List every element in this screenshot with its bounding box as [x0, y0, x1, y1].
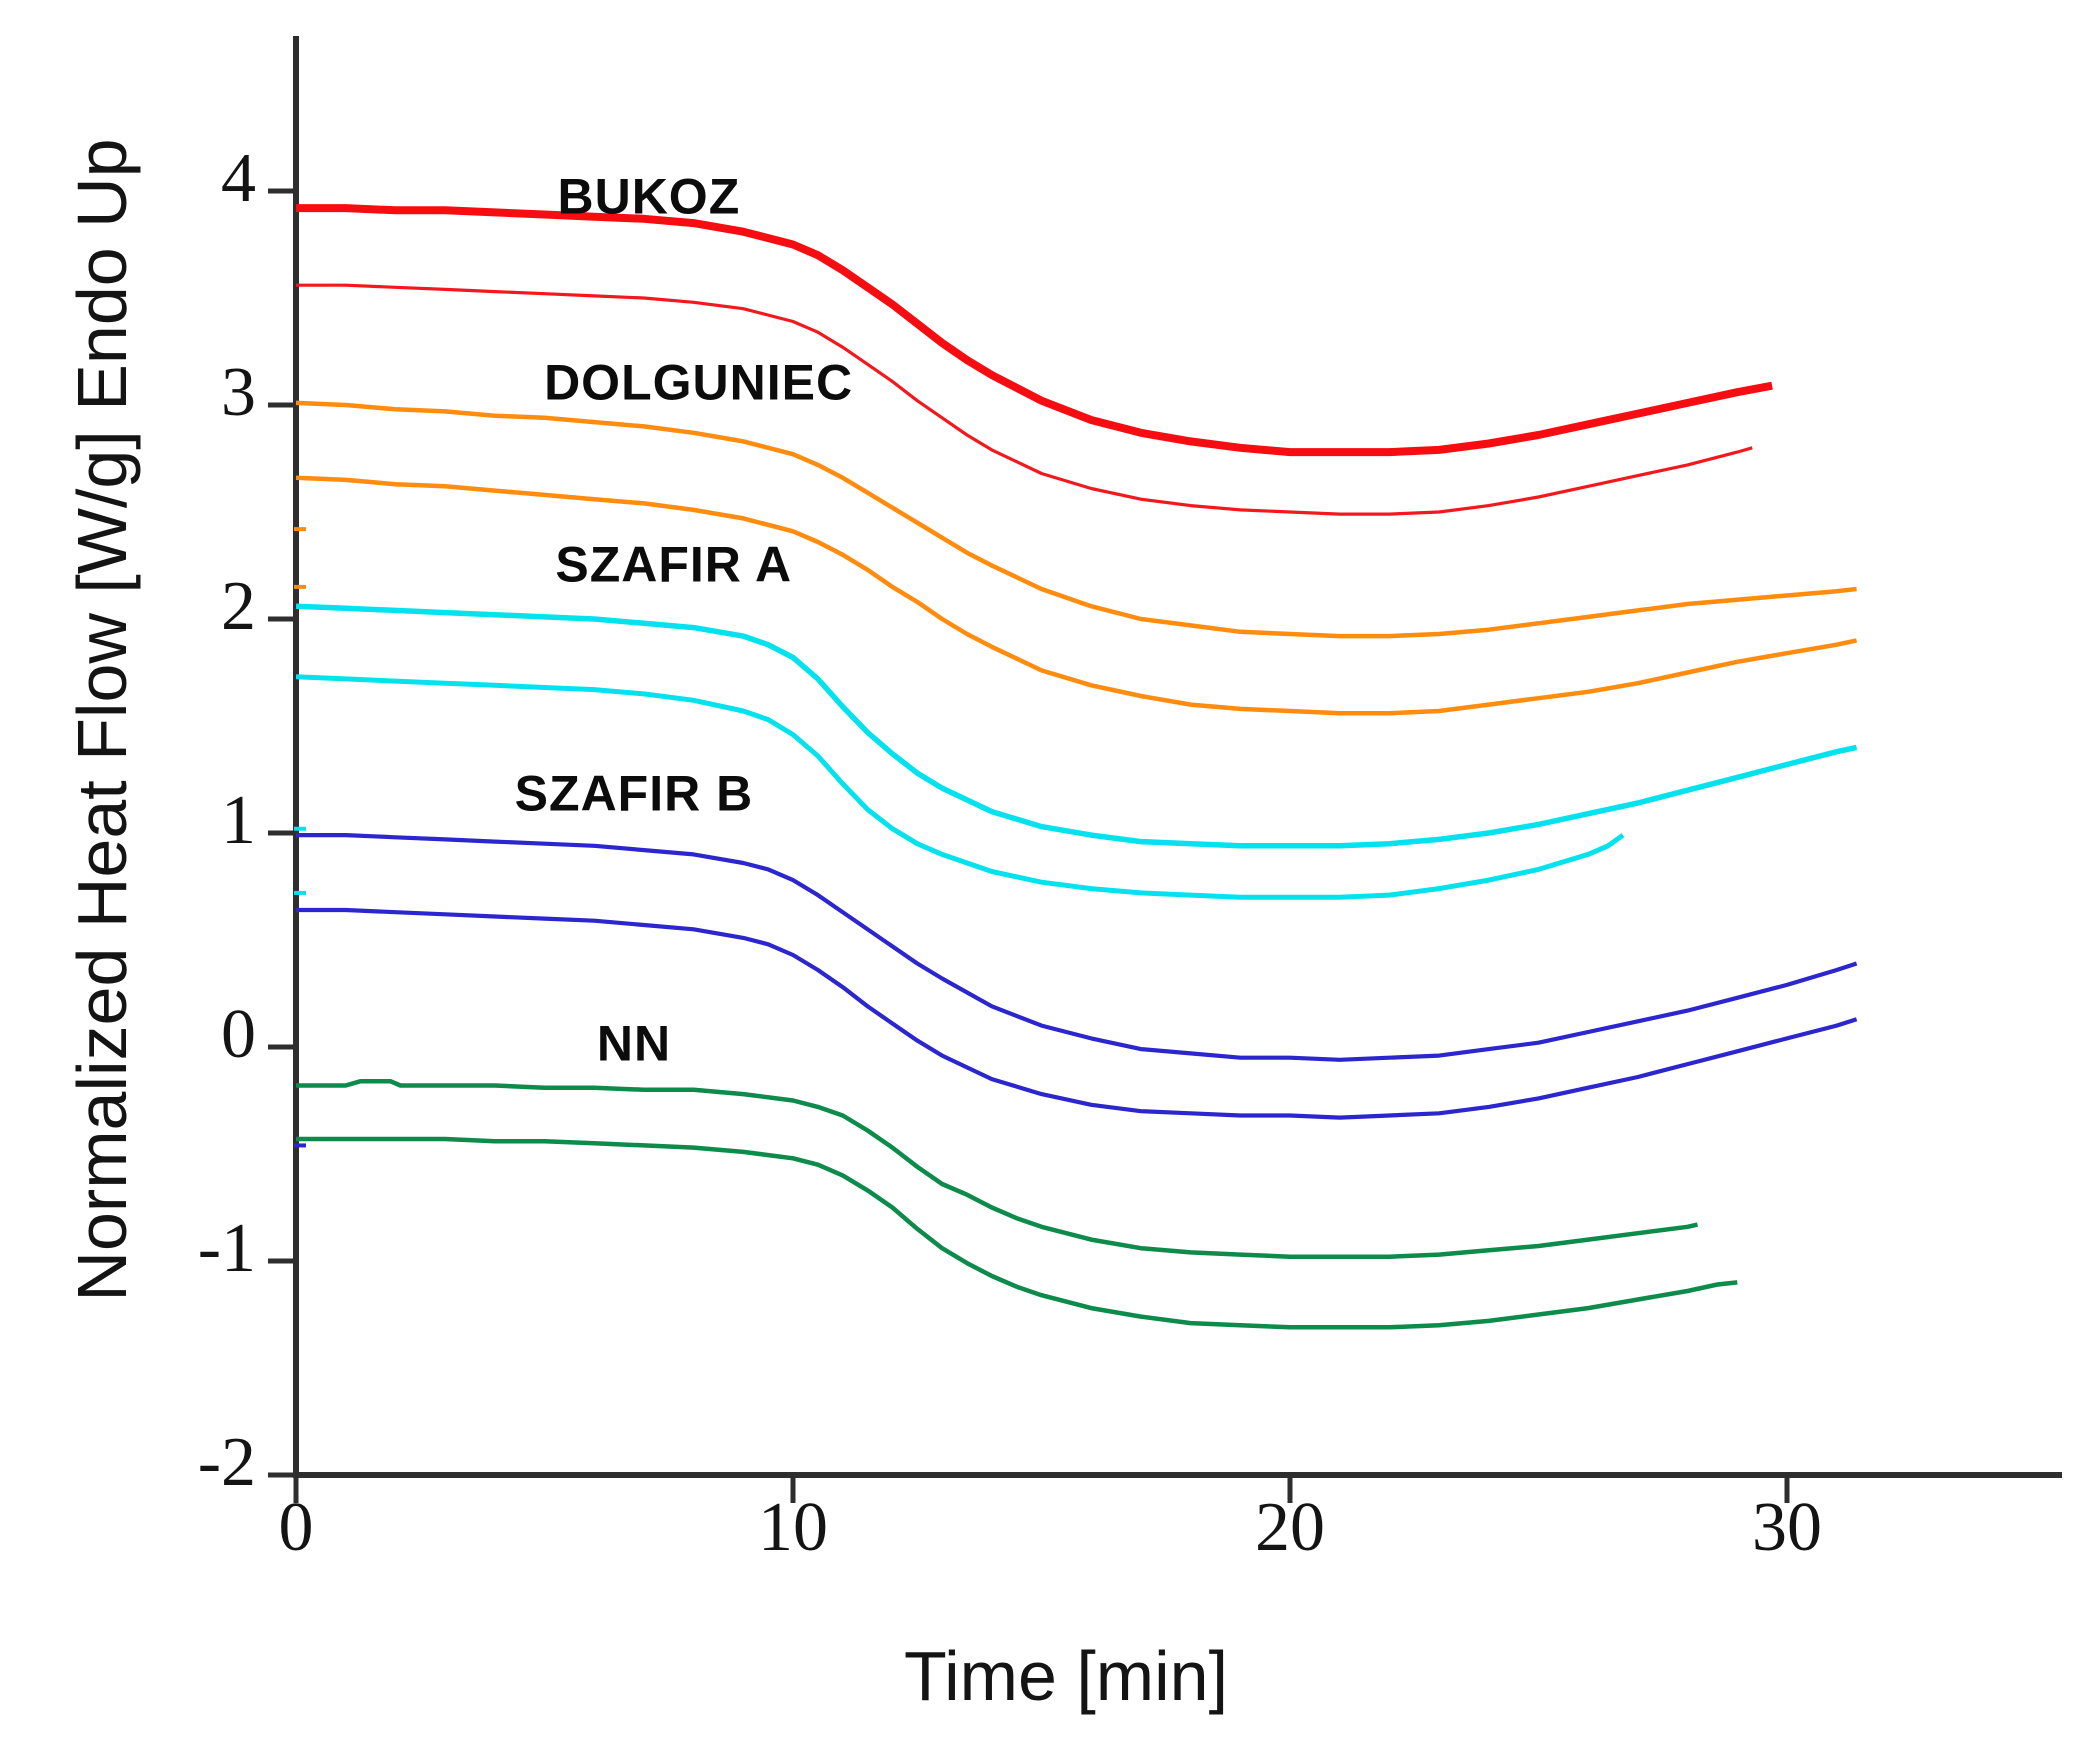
x-tick-label-30: 30 — [1752, 1489, 1822, 1566]
curve-dolguniec-upper- — [295, 400, 1857, 639]
y-tick-label--2: -2 — [198, 1424, 256, 1501]
curve-szafir-b-upper- — [296, 832, 1858, 1062]
series-label-bukoz: BUKOZ — [557, 168, 740, 224]
curve-nn-lower- — [296, 1136, 1738, 1330]
curve-bukoz-upper- — [296, 204, 1773, 457]
series-label-szafir-a: SZAFIR A — [555, 536, 792, 592]
y-tick-label--1: -1 — [198, 1210, 256, 1287]
x-tick-label-20: 20 — [1255, 1489, 1325, 1566]
y-tick-label-1: 1 — [221, 782, 256, 859]
series-label-szafir-b: SZAFIR B — [515, 765, 754, 821]
y-tick-label-0: 0 — [221, 996, 256, 1073]
series-label-nn: NN — [597, 1016, 671, 1072]
x-tick-label-10: 10 — [758, 1489, 828, 1566]
y-tick-label-4: 4 — [221, 140, 256, 217]
y-tick-label-2: 2 — [221, 568, 256, 645]
x-tick-label-0: 0 — [279, 1489, 314, 1566]
curve-bukoz-lower- — [296, 283, 1753, 516]
curve-szafir-b-lower- — [296, 907, 1858, 1120]
curve-szafir-a-lower- — [295, 674, 1625, 900]
curve-dolguniec-lower- — [295, 475, 1858, 716]
y-axis-title: Normalized Heat Flow [W/g] Endo Up — [63, 138, 141, 1301]
curve-layer — [295, 204, 1858, 1330]
curve-nn-upper- — [296, 1078, 1698, 1259]
curve-szafir-a-upper- — [295, 603, 1858, 849]
series-label-dolguniec: DOLGUNIEC — [544, 354, 853, 410]
y-tick-label-3: 3 — [221, 354, 256, 431]
x-axis-title: Time [min] — [904, 1637, 1228, 1715]
series-label-layer: BUKOZ DOLGUNIEC SZAFIR A SZAFIR B NN — [515, 168, 853, 1072]
